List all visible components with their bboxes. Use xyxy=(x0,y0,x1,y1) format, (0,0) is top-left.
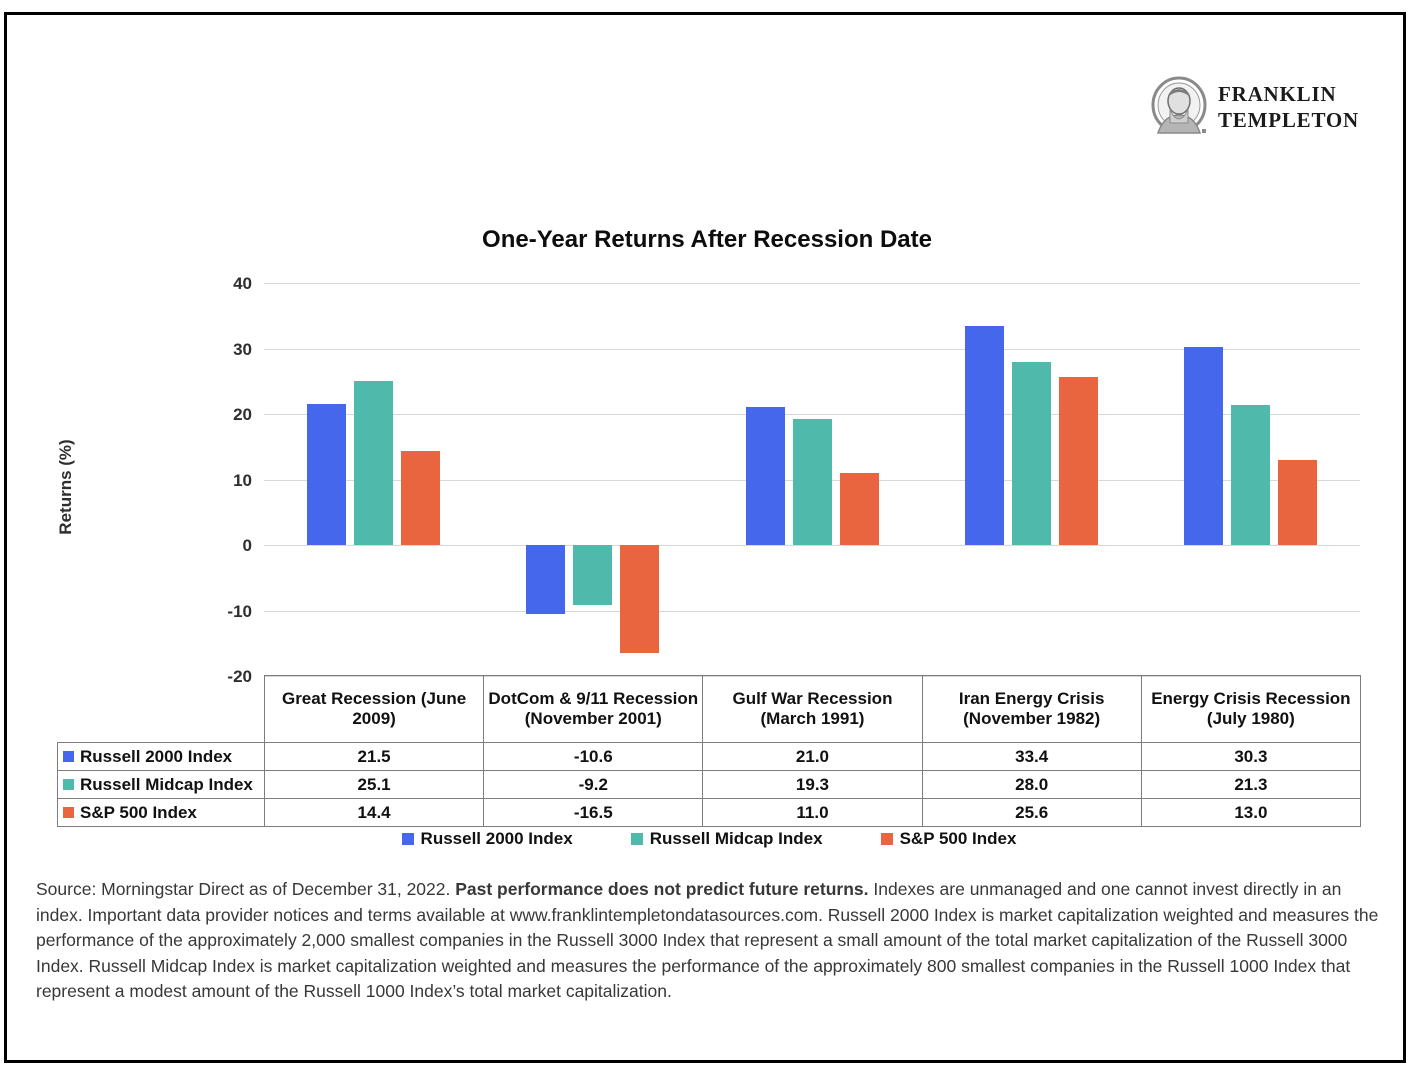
brand-name: FRANKLIN TEMPLETON xyxy=(1218,81,1359,133)
series-name: S&P 500 Index xyxy=(80,802,197,822)
category-header: Energy Crisis Recession (July 1980) xyxy=(1140,675,1362,743)
bar-russell-midcap-index xyxy=(573,545,613,606)
series-swatch-icon xyxy=(63,779,74,790)
footer-bold-warning: Past performance does not predict future… xyxy=(455,879,869,899)
bar-s-p-500-index xyxy=(839,472,879,545)
value-cell: 28.0 xyxy=(921,770,1142,799)
table-header-row: Great Recession (June 2009) DotCom & 9/11… xyxy=(58,675,1362,743)
bar-s-p-500-index xyxy=(1277,459,1317,545)
series-name: Russell 2000 Index xyxy=(80,746,233,766)
y-tick-label: -20 xyxy=(227,667,252,686)
series-swatch-icon xyxy=(63,807,74,818)
legend-label: S&P 500 Index xyxy=(899,829,1017,848)
bar-russell-2000-index xyxy=(745,407,785,545)
y-tick-label: 10 xyxy=(233,470,252,490)
y-tick-label: 30 xyxy=(233,339,252,359)
bar-russell-midcap-index xyxy=(354,380,394,545)
gridline xyxy=(264,610,1360,612)
value-cell: -9.2 xyxy=(483,770,704,799)
table-row: Russell 2000 Index 21.5 -10.6 21.0 33.4 30.3 xyxy=(57,742,1362,771)
brand-line1: FRANKLIN xyxy=(1218,82,1337,106)
value-cell: 14.4 xyxy=(263,798,485,827)
bar-russell-2000-index xyxy=(526,545,566,615)
gridline xyxy=(264,348,1360,350)
series-swatch-icon xyxy=(63,751,74,762)
bar-russell-midcap-index xyxy=(1011,361,1051,545)
value-cell: 21.5 xyxy=(263,742,485,771)
value-cell: -16.5 xyxy=(483,798,704,827)
y-tick-label: 20 xyxy=(233,405,252,424)
category-header: Gulf War Recession (March 1991) xyxy=(702,675,923,743)
gridline xyxy=(264,545,1360,546)
series-label-cell: Russell Midcap Index xyxy=(57,770,265,799)
bar-s-p-500-index xyxy=(401,450,441,545)
gridline xyxy=(264,414,1360,415)
series-name: Russell Midcap Index xyxy=(80,774,253,794)
bar-russell-midcap-index xyxy=(792,418,832,545)
legend-swatch-icon xyxy=(630,833,643,845)
bar-russell-2000-index xyxy=(1183,346,1223,545)
legend-swatch-icon xyxy=(401,833,414,845)
value-cell: 21.0 xyxy=(702,742,923,771)
table-row: S&P 500 Index 14.4 -16.5 11.0 25.6 13.0 xyxy=(57,798,1362,827)
y-tick-label: -10 xyxy=(227,601,252,621)
franklin-templeton-logo: FRANKLIN TEMPLETON xyxy=(1150,74,1380,140)
gridline xyxy=(264,283,1360,284)
brand-line2: TEMPLETON xyxy=(1218,108,1360,132)
chart-legend: Russell 2000 Index Russell Midcap Index S&… xyxy=(57,829,1361,849)
value-cell: 30.3 xyxy=(1140,742,1362,771)
chart-data-table: Great Recession (June 2009) DotCom & 9/11… xyxy=(57,675,1362,827)
chart-title: One-Year Returns After Recession Date xyxy=(482,226,932,253)
bar-russell-2000-index xyxy=(964,326,1004,545)
legend-label: Russell 2000 Index xyxy=(420,829,573,848)
footer-source: Source: Morningstar Direct as of Decembe… xyxy=(36,879,456,899)
value-cell: 11.0 xyxy=(702,798,923,827)
table-row: Russell Midcap Index 25.1 -9.2 19.3 28.0 21.3 xyxy=(57,770,1362,799)
footer-disclosure: Indexes are unmanaged and one cannot inv… xyxy=(36,879,1379,1001)
legend-item: Russell 2000 Index xyxy=(401,829,573,849)
bar-s-p-500-index xyxy=(1058,377,1098,545)
value-cell: 21.3 xyxy=(1140,770,1362,799)
series-label-cell: Russell 2000 Index xyxy=(57,742,265,771)
bar-russell-2000-index xyxy=(307,404,347,545)
legend-item: Russell Midcap Index xyxy=(630,829,823,849)
category-header: Iran Energy Crisis (November 1982) xyxy=(921,675,1142,743)
franklin-portrait-icon xyxy=(1151,76,1207,134)
series-label-cell: S&P 500 Index xyxy=(57,798,265,827)
y-tick-label: 40 xyxy=(233,274,252,293)
bar-s-p-500-index xyxy=(620,545,660,654)
category-header: DotCom & 9/11 Recession (November 2001) xyxy=(483,675,704,743)
legend-item: S&P 500 Index xyxy=(880,829,1017,849)
value-cell: -10.6 xyxy=(483,742,704,771)
value-cell: 13.0 xyxy=(1140,798,1362,827)
source-disclosure-text: Source: Morningstar Direct as of Decembe… xyxy=(36,877,1384,1005)
y-axis-label: Returns (%) xyxy=(56,439,75,535)
y-tick-label: 0 xyxy=(242,536,252,555)
legend-label: Russell Midcap Index xyxy=(649,829,823,848)
category-header: Great Recession (June 2009) xyxy=(263,675,485,743)
value-cell: 33.4 xyxy=(921,742,1142,771)
legend-swatch-icon xyxy=(880,833,893,845)
value-cell: 25.6 xyxy=(921,798,1142,827)
value-cell: 19.3 xyxy=(702,770,923,799)
page-border-frame xyxy=(4,12,1406,1063)
bar-russell-midcap-index xyxy=(1230,405,1270,545)
value-cell: 25.1 xyxy=(263,770,485,799)
